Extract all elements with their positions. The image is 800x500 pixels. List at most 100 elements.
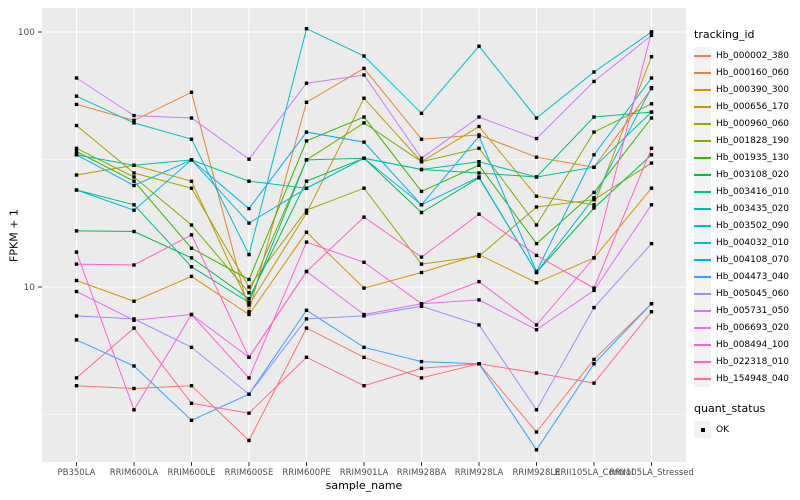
data-point <box>247 303 251 307</box>
data-point <box>362 115 366 119</box>
data-point <box>362 384 366 388</box>
black-square-marker-icon <box>700 427 705 432</box>
data-point <box>189 384 194 388</box>
x-tick-label: RRII105LA_Stressed <box>609 468 694 478</box>
data-point <box>132 113 136 118</box>
x-tick-label: RRIM928BA <box>397 468 447 478</box>
y-tick-label: 10 <box>24 283 36 293</box>
data-point <box>534 323 539 327</box>
legend-key-swatch <box>694 166 711 183</box>
data-point <box>247 312 251 317</box>
data-point <box>74 338 79 342</box>
legend-key-swatch <box>694 132 711 149</box>
data-point <box>649 116 654 120</box>
data-point <box>362 96 366 100</box>
data-point <box>534 253 539 258</box>
data-point <box>362 54 366 58</box>
data-point <box>132 163 136 167</box>
data-point <box>419 262 424 266</box>
data-point <box>592 198 596 202</box>
data-point <box>132 171 136 175</box>
legend-line-icon <box>694 156 711 159</box>
data-point <box>304 326 309 330</box>
legend-line-icon <box>694 258 711 261</box>
data-point <box>592 286 596 290</box>
data-point <box>419 302 424 306</box>
data-point <box>189 223 194 227</box>
data-point <box>189 345 194 349</box>
data-point <box>74 146 79 150</box>
data-point <box>74 262 79 266</box>
legend-line-icon <box>694 190 711 193</box>
data-point <box>477 323 481 327</box>
legend-item-label: Hb_022318_010 <box>716 356 790 367</box>
x-tick-label: RRIM928LA <box>455 468 504 478</box>
legend-key-swatch <box>694 251 711 268</box>
legend-item-Hb_003435_020: Hb_003435_020 <box>694 200 800 217</box>
data-point <box>304 230 309 234</box>
data-point <box>592 115 596 119</box>
data-point <box>132 229 136 234</box>
legend-item-Hb_003502_090: Hb_003502_090 <box>694 217 800 234</box>
data-point <box>362 121 366 125</box>
legend-line-icon <box>694 241 711 244</box>
legend-key-swatch <box>694 421 711 438</box>
data-point <box>649 33 654 38</box>
data-point <box>592 196 596 200</box>
data-point <box>189 418 194 422</box>
data-point <box>247 411 251 415</box>
legend-key-swatch <box>694 149 711 166</box>
legend-item-label: Hb_000160_060 <box>716 67 790 78</box>
legend-item-label: Hb_004473_040 <box>716 271 790 282</box>
data-point <box>592 190 596 195</box>
data-point <box>132 175 136 179</box>
data-point <box>592 256 596 260</box>
data-point <box>477 279 481 284</box>
legend-key-swatch <box>694 302 711 319</box>
legend-item-Hb_004108_070: Hb_004108_070 <box>694 251 800 268</box>
data-point <box>247 206 251 211</box>
data-point <box>649 302 654 306</box>
data-point <box>247 252 251 257</box>
data-point <box>534 371 539 375</box>
legend-item-label: Hb_001828_190 <box>716 135 790 146</box>
data-point <box>304 130 309 134</box>
legend-item-label: Hb_000960_060 <box>716 118 790 129</box>
data-point <box>534 175 539 179</box>
x-tick-label: RRIM600LA <box>110 468 159 478</box>
data-point <box>534 328 539 332</box>
data-point <box>132 118 136 123</box>
data-point <box>247 297 251 301</box>
data-point <box>592 203 596 207</box>
legend-line-icon <box>694 292 711 295</box>
data-point <box>477 134 481 138</box>
legend-item-label: Hb_004032_010 <box>716 237 790 248</box>
data-point <box>132 203 136 207</box>
data-point <box>592 357 596 362</box>
data-point <box>304 186 309 190</box>
data-point <box>132 121 136 125</box>
data-point <box>534 241 539 246</box>
data-point <box>534 269 539 274</box>
data-point <box>74 188 79 192</box>
y-tick-label: 100 <box>18 28 35 38</box>
data-point <box>362 73 366 77</box>
legend-item-Hb_005731_050: Hb_005731_050 <box>694 302 800 319</box>
legend-item-label: Hb_005045_060 <box>716 288 790 299</box>
legend-item-Hb_004473_040: Hb_004473_040 <box>694 268 800 285</box>
data-point <box>534 448 539 452</box>
data-point <box>304 308 309 312</box>
data-point <box>304 355 309 359</box>
legend-item-Hb_154948_040: Hb_154948_040 <box>694 370 800 387</box>
legend-item-Hb_000390_300: Hb_000390_300 <box>694 81 800 98</box>
data-point <box>477 252 481 257</box>
legend-line-icon <box>694 343 711 346</box>
data-point <box>247 285 251 289</box>
data-point <box>419 137 424 141</box>
data-point <box>304 158 309 162</box>
data-point <box>132 299 136 303</box>
legend: tracking_id Hb_000002_380 Hb_000160_060 Hb… <box>694 28 800 438</box>
legend-item-Hb_000002_380: Hb_000002_380 <box>694 47 800 64</box>
data-point <box>247 310 251 314</box>
data-point <box>74 229 79 233</box>
